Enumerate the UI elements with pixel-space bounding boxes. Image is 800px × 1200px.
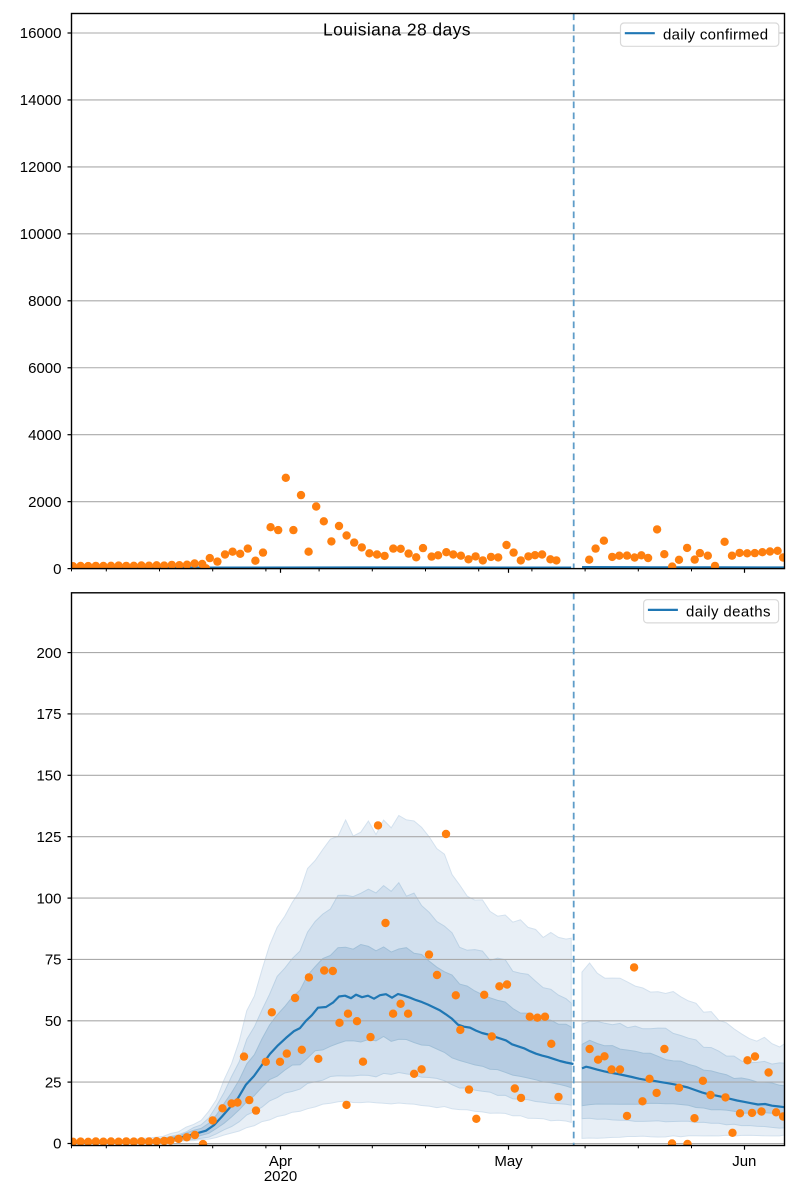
svg-text:daily confirmed: daily confirmed (663, 27, 768, 44)
svg-text:daily deaths: daily deaths (686, 604, 771, 621)
svg-text:8000: 8000 (28, 293, 61, 310)
svg-text:2020: 2020 (264, 1168, 297, 1185)
svg-text:150: 150 (36, 768, 61, 785)
svg-text:125: 125 (36, 829, 61, 846)
svg-text:Jun: Jun (732, 1153, 756, 1170)
svg-text:200: 200 (36, 645, 61, 662)
svg-text:12000: 12000 (20, 159, 62, 176)
svg-text:2000: 2000 (28, 494, 61, 511)
svg-text:16000: 16000 (20, 25, 62, 42)
svg-text:75: 75 (45, 952, 62, 969)
svg-text:50: 50 (45, 1013, 62, 1030)
svg-text:14000: 14000 (20, 92, 62, 109)
svg-text:May: May (494, 1153, 523, 1170)
svg-text:175: 175 (36, 706, 61, 723)
svg-text:100: 100 (36, 890, 61, 907)
svg-text:Apr: Apr (269, 1153, 292, 1170)
svg-text:Louisiana 28 days: Louisiana 28 days (323, 20, 471, 40)
svg-text:10000: 10000 (20, 226, 62, 243)
svg-text:0: 0 (53, 1136, 61, 1153)
svg-text:0: 0 (53, 561, 61, 578)
svg-text:25: 25 (45, 1074, 62, 1091)
svg-text:6000: 6000 (28, 360, 61, 377)
svg-text:4000: 4000 (28, 427, 61, 444)
